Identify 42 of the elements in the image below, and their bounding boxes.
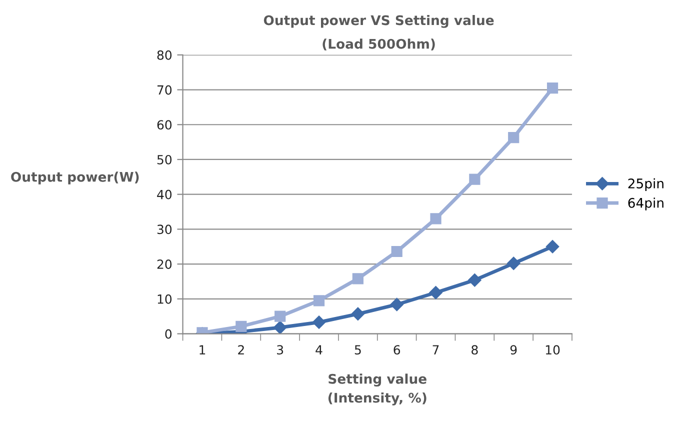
y-tick-label: 40 [157, 190, 172, 200]
y-tick-label: 80 [157, 50, 172, 60]
y-tick-label: 60 [157, 120, 172, 130]
point [274, 310, 286, 322]
chart-title: Output power VS Setting value [264, 15, 494, 28]
x-tick-label: 8 [472, 345, 478, 355]
point [508, 132, 520, 144]
x-tick-label: 9 [510, 345, 517, 355]
y-tick-label: 70 [157, 85, 172, 95]
point [236, 320, 247, 332]
legend-label: 25pin [628, 178, 664, 192]
point [352, 273, 364, 284]
y-tick-label: 50 [157, 154, 172, 164]
point [312, 316, 326, 329]
x-tick-label: 1 [200, 345, 206, 354]
x-tick-label: 3 [277, 345, 284, 355]
x-tick-label: 7 [432, 345, 439, 354]
point [390, 298, 404, 312]
point [430, 213, 442, 224]
point [429, 286, 442, 300]
legend-label: 64pin [628, 198, 664, 210]
point [391, 246, 402, 258]
y-tick-label: 10 [158, 294, 172, 304]
point [469, 174, 480, 185]
x-tick-label: 10 [546, 345, 560, 355]
x-axis-title: Setting value (Intensity, %) [328, 374, 426, 406]
point [351, 307, 365, 320]
point [546, 240, 560, 254]
x-tick-label: 2 [238, 345, 244, 354]
y-tick-label: 30 [157, 224, 172, 234]
point [313, 295, 325, 306]
y-tick-label: 20 [157, 260, 172, 269]
chart-subtitle: (Load 500Ohm) [322, 38, 435, 50]
x-tick-label: 4 [316, 345, 322, 354]
point [546, 82, 558, 94]
x-tick-label: 6 [394, 345, 400, 355]
point [468, 273, 482, 287]
point [273, 320, 287, 334]
y-tick-label: 0 [165, 329, 172, 339]
y-axis-title: Output power(W) [11, 172, 139, 184]
point [507, 256, 520, 270]
x-tick-label: 5 [354, 345, 361, 355]
